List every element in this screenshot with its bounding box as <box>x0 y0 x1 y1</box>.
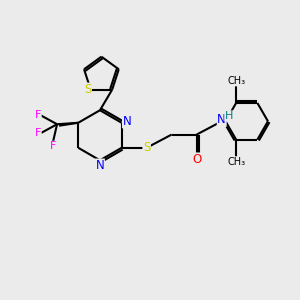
Text: F: F <box>50 141 56 151</box>
Text: N: N <box>122 115 131 128</box>
Text: N: N <box>218 113 226 126</box>
Text: CH₃: CH₃ <box>227 76 245 86</box>
Text: H: H <box>225 111 233 121</box>
Text: F: F <box>35 128 41 138</box>
Text: F: F <box>35 110 41 120</box>
Text: CH₃: CH₃ <box>227 157 245 167</box>
Text: N: N <box>96 159 104 172</box>
Text: S: S <box>143 141 150 154</box>
Text: S: S <box>84 83 92 96</box>
Text: O: O <box>192 153 201 166</box>
